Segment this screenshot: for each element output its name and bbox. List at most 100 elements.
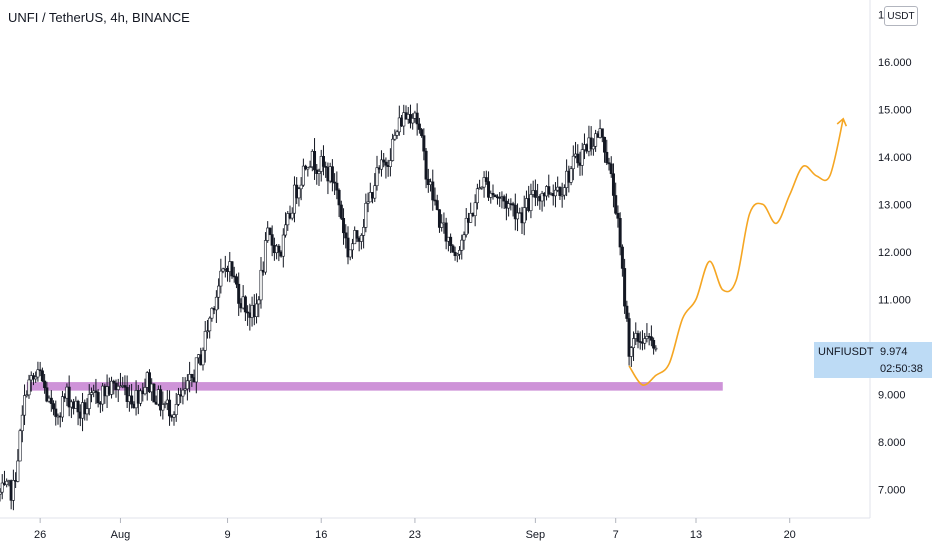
candle-down	[344, 232, 348, 239]
candles-layer	[0, 103, 658, 511]
candle-down	[190, 374, 194, 378]
candle-down	[498, 197, 502, 199]
candle-down	[638, 341, 642, 343]
candle-up	[391, 138, 395, 161]
candle-down	[431, 181, 435, 201]
candle-down	[83, 402, 87, 415]
candle-down	[547, 186, 551, 195]
candle-up	[411, 118, 415, 124]
candle-down	[652, 340, 656, 349]
candle-down	[355, 230, 359, 239]
candle-up	[34, 376, 38, 380]
price-tick-label: 8.000	[878, 437, 906, 449]
candle-up	[375, 167, 379, 187]
candle-up	[194, 357, 198, 383]
candle-up	[489, 192, 493, 198]
candle-up	[393, 135, 397, 140]
candle-up	[629, 347, 633, 357]
time-tick-label: Aug	[111, 529, 131, 541]
candle-up	[208, 317, 212, 332]
candle-up	[185, 380, 189, 390]
candle-up	[507, 203, 511, 209]
candle-down	[576, 153, 580, 164]
candle-up	[350, 243, 354, 251]
candle-up	[299, 184, 303, 190]
candle-up	[462, 234, 466, 241]
candle-down	[623, 268, 627, 307]
candle-up	[163, 403, 167, 405]
candle-down	[484, 177, 488, 182]
candle-down	[649, 336, 653, 341]
candle-up	[594, 133, 598, 147]
candle-up	[540, 193, 544, 202]
currency-button[interactable]: USDT	[884, 6, 918, 26]
candle-up	[440, 222, 444, 228]
candle-down	[339, 204, 343, 219]
time-tick-label: 26	[34, 529, 46, 541]
candle-up	[379, 159, 383, 170]
candle-down	[435, 200, 439, 210]
candle-down	[417, 123, 421, 130]
candle-up	[478, 187, 482, 190]
time-tick-label: 7	[613, 529, 619, 541]
candle-up	[205, 330, 209, 333]
candle-down	[159, 389, 163, 411]
candle-up	[174, 404, 178, 415]
candle-down	[43, 380, 47, 389]
candle-up	[580, 149, 584, 166]
candle-down	[337, 189, 341, 206]
candle-down	[625, 305, 629, 319]
candle-down	[335, 182, 339, 191]
candle-up	[366, 201, 370, 204]
candle-up	[348, 249, 352, 258]
candle-down	[614, 195, 618, 214]
candle-up	[290, 212, 294, 219]
candle-down	[422, 135, 426, 152]
candle-up	[217, 285, 221, 298]
candle-up	[317, 171, 321, 174]
candle-up	[60, 396, 64, 418]
candle-up	[20, 414, 24, 432]
candle-down	[491, 192, 495, 196]
candle-down	[493, 194, 497, 198]
candle-up	[25, 394, 29, 397]
candle-down	[603, 136, 607, 153]
candle-up	[306, 167, 310, 170]
candle-down	[415, 112, 419, 125]
price-axis: 7.0008.0009.00010.00011.00012.00013.0001…	[878, 9, 912, 496]
candle-down	[487, 181, 491, 198]
candle-up	[553, 189, 557, 197]
candle-up	[458, 250, 462, 255]
candle-up	[87, 394, 91, 409]
candle-down	[609, 163, 613, 175]
candle-up	[23, 395, 27, 416]
candle-down	[230, 261, 234, 277]
candle-up	[201, 349, 205, 366]
candle-down	[76, 400, 80, 413]
candle-up	[18, 430, 22, 462]
candle-up	[388, 160, 392, 167]
time-tick-label: 16	[315, 529, 327, 541]
candle-down	[125, 387, 129, 402]
candle-down	[451, 245, 455, 253]
price-tick-label: 14.000	[878, 152, 912, 164]
candle-up	[297, 188, 301, 199]
candle-up	[654, 347, 658, 350]
candle-down	[45, 387, 49, 402]
candle-up	[469, 213, 473, 223]
projection-path	[628, 118, 845, 386]
candle-up	[286, 213, 290, 226]
candle-down	[618, 218, 622, 248]
candle-up	[27, 379, 31, 396]
candle-down	[511, 203, 515, 206]
candle-up	[373, 185, 377, 199]
candle-up	[591, 145, 595, 150]
candle-up	[214, 296, 218, 311]
candle-down	[513, 204, 517, 220]
candle-up	[210, 308, 214, 319]
chart-title: UNFI / TetherUS, 4h, BINANCE	[8, 10, 190, 25]
candle-up	[464, 217, 468, 236]
candle-down	[321, 156, 325, 167]
candle-up	[516, 212, 520, 220]
